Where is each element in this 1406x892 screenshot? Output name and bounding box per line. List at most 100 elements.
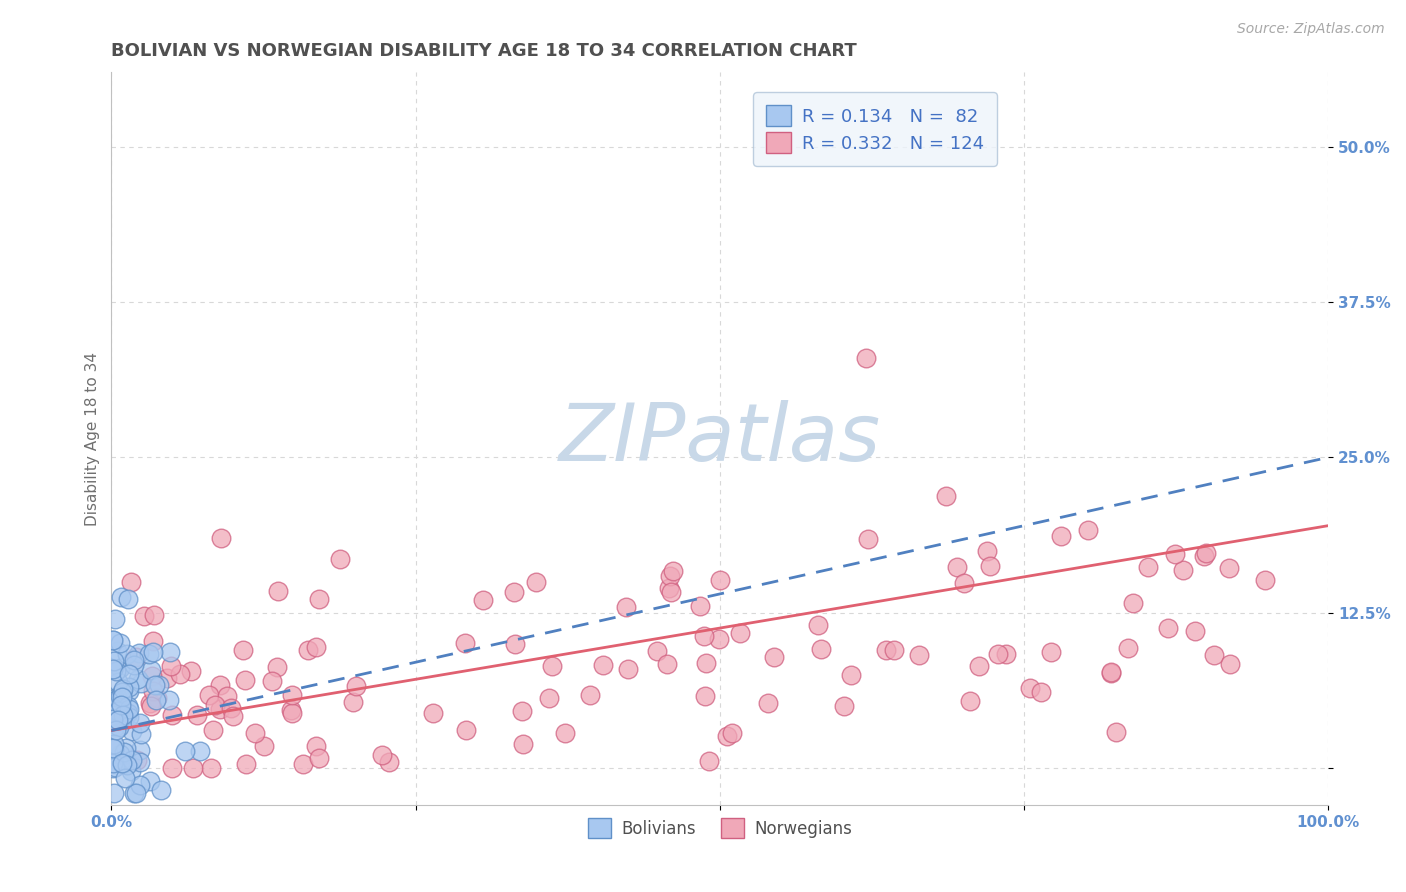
Point bbox=[142, 645, 165, 659]
Point bbox=[139, 698, 162, 713]
Point bbox=[121, 724, 143, 739]
Point bbox=[371, 747, 394, 762]
Point bbox=[209, 702, 232, 716]
Point bbox=[1040, 645, 1063, 659]
Point bbox=[329, 551, 352, 566]
Point bbox=[146, 691, 169, 706]
Point bbox=[1218, 561, 1240, 575]
Point bbox=[202, 723, 225, 737]
Point bbox=[107, 714, 129, 728]
Point bbox=[117, 706, 139, 721]
Text: Source: ZipAtlas.com: Source: ZipAtlas.com bbox=[1237, 22, 1385, 37]
Point bbox=[1157, 621, 1180, 635]
Point bbox=[117, 699, 139, 714]
Point bbox=[112, 681, 135, 696]
Point bbox=[101, 756, 124, 770]
Point bbox=[510, 704, 533, 718]
Point bbox=[121, 753, 143, 767]
Point bbox=[129, 778, 152, 792]
Point bbox=[959, 694, 981, 708]
Point bbox=[1253, 573, 1275, 587]
Point bbox=[112, 708, 135, 723]
Point bbox=[232, 643, 254, 657]
Point bbox=[472, 593, 495, 607]
Point bbox=[810, 641, 832, 656]
Point bbox=[115, 706, 138, 720]
Point bbox=[104, 612, 127, 626]
Point bbox=[128, 646, 150, 660]
Point bbox=[118, 666, 141, 681]
Point bbox=[122, 658, 145, 673]
Point bbox=[308, 591, 330, 606]
Point bbox=[108, 636, 131, 650]
Point bbox=[1192, 549, 1215, 563]
Point bbox=[875, 642, 897, 657]
Point bbox=[198, 688, 221, 702]
Point bbox=[115, 740, 138, 755]
Point bbox=[107, 720, 129, 734]
Point bbox=[308, 751, 330, 765]
Point bbox=[541, 659, 564, 673]
Point bbox=[108, 661, 131, 675]
Point bbox=[716, 729, 738, 743]
Point bbox=[655, 657, 678, 672]
Point bbox=[578, 688, 600, 702]
Point bbox=[344, 679, 367, 693]
Point bbox=[209, 531, 232, 545]
Point bbox=[103, 712, 125, 726]
Point bbox=[118, 680, 141, 694]
Point bbox=[148, 678, 170, 692]
Point bbox=[160, 658, 183, 673]
Point bbox=[233, 673, 256, 688]
Point bbox=[127, 672, 149, 686]
Point bbox=[122, 786, 145, 800]
Point bbox=[173, 744, 195, 758]
Text: ZIPatlas: ZIPatlas bbox=[558, 400, 882, 478]
Point bbox=[114, 708, 136, 723]
Point bbox=[280, 688, 302, 702]
Point bbox=[245, 726, 267, 740]
Point bbox=[1204, 648, 1226, 662]
Point bbox=[103, 738, 125, 752]
Point bbox=[162, 707, 184, 722]
Point bbox=[101, 662, 124, 676]
Point bbox=[125, 753, 148, 767]
Point bbox=[512, 737, 534, 751]
Point bbox=[907, 648, 929, 663]
Y-axis label: Disability Age 18 to 34: Disability Age 18 to 34 bbox=[86, 351, 100, 525]
Point bbox=[104, 760, 127, 774]
Point bbox=[141, 669, 163, 683]
Point bbox=[110, 698, 132, 712]
Point bbox=[118, 702, 141, 716]
Point bbox=[101, 761, 124, 775]
Point bbox=[266, 584, 288, 599]
Point bbox=[129, 675, 152, 690]
Point bbox=[253, 739, 276, 754]
Point bbox=[855, 351, 877, 365]
Point bbox=[342, 695, 364, 709]
Point bbox=[222, 708, 245, 723]
Point bbox=[122, 653, 145, 667]
Point bbox=[297, 642, 319, 657]
Point bbox=[103, 742, 125, 756]
Point bbox=[118, 710, 141, 724]
Point bbox=[456, 723, 478, 737]
Point bbox=[101, 740, 124, 755]
Point bbox=[235, 757, 257, 772]
Point bbox=[935, 489, 957, 503]
Point bbox=[120, 575, 142, 590]
Point bbox=[1029, 685, 1052, 699]
Point bbox=[139, 663, 162, 677]
Point bbox=[111, 756, 134, 771]
Point bbox=[169, 666, 191, 681]
Point bbox=[280, 703, 302, 717]
Point bbox=[128, 755, 150, 769]
Point bbox=[266, 660, 288, 674]
Point bbox=[697, 754, 720, 768]
Point bbox=[592, 657, 614, 672]
Point bbox=[129, 716, 152, 731]
Point bbox=[101, 632, 124, 647]
Point bbox=[658, 581, 681, 595]
Point bbox=[112, 713, 135, 727]
Point bbox=[108, 705, 131, 719]
